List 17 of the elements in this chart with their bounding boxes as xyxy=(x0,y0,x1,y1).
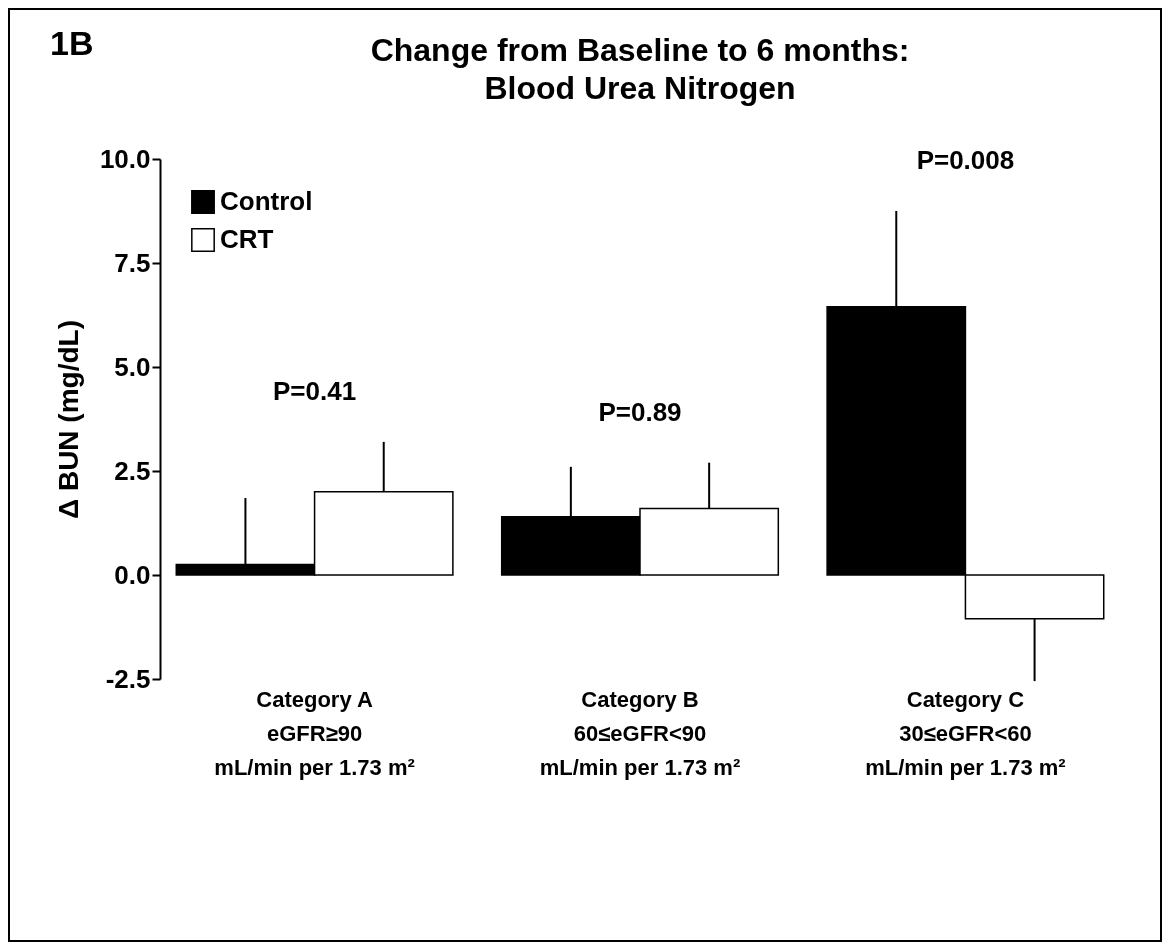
y-axis-title: Δ BUN (mg/dL) xyxy=(52,320,84,519)
annotation: P=0.89 xyxy=(598,396,682,427)
legend-label: Control xyxy=(220,186,313,216)
y-tick-label: -2.5 xyxy=(105,663,151,694)
y-tick-label: 7.5 xyxy=(114,247,151,278)
y-tick-label: 5.0 xyxy=(114,351,151,382)
y-tick-label: 0.0 xyxy=(114,559,151,590)
x-tick-label: Category B 60≤eGFR<90 mL/min per 1.73 m² xyxy=(539,686,741,780)
y-tick-label: 10.0 xyxy=(99,143,151,174)
text: 1B xyxy=(50,24,94,63)
x-tick-label: Category C 30≤eGFR<60 mL/min per 1.73 m² xyxy=(865,686,1066,780)
annotation: P=0.008 xyxy=(916,145,1015,175)
y-tick-label: 2.5 xyxy=(114,455,151,486)
legend-label: CRT xyxy=(220,224,274,254)
annotation: P=0.41 xyxy=(273,375,357,406)
x-tick-label: Category A eGFR≥90 mL/min per 1.73 m² xyxy=(214,686,415,780)
chart-title: Change from Baseline to 6 months: Blood Urea Nitrogen xyxy=(370,32,910,106)
